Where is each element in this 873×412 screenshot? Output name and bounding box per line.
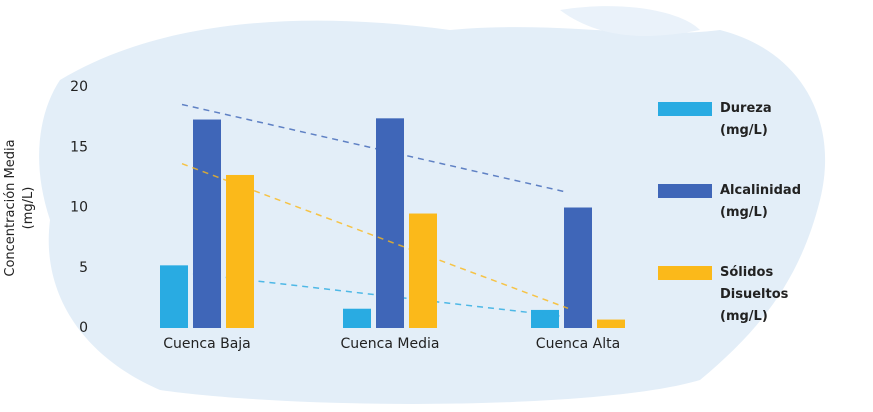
- y-tick-label: 15: [70, 139, 88, 155]
- trend-line: [181, 271, 569, 318]
- legend-label: Sólidos Disueltos (mg/L): [720, 265, 789, 324]
- y-tick-label: 20: [70, 79, 88, 95]
- y-tick-label: 5: [79, 260, 88, 276]
- legend-swatch: [658, 184, 712, 198]
- bar: [226, 174, 254, 328]
- bar: [160, 265, 188, 328]
- bar: [564, 207, 592, 328]
- y-axis-label: Concentración Media (mg/L): [3, 139, 36, 277]
- trend-line: [181, 163, 569, 310]
- bar: [193, 119, 221, 328]
- legend-item: Sólidos Disueltos (mg/L): [658, 262, 788, 328]
- bar: [409, 213, 437, 328]
- x-tick-label: Cuenca Alta: [536, 336, 620, 352]
- y-tick-label: 10: [70, 200, 88, 216]
- legend-swatch: [658, 102, 712, 116]
- legend-item: Dureza (mg/L): [658, 98, 788, 142]
- legend-item: Alcalinidad (mg/L): [658, 180, 802, 224]
- bar: [531, 309, 559, 328]
- bar: [343, 308, 371, 328]
- y-tick-label: 0: [79, 320, 88, 336]
- x-tick-label: Cuenca Baja: [163, 336, 251, 352]
- legend-swatch: [658, 266, 712, 280]
- legend-label: Dureza (mg/L): [720, 101, 772, 138]
- bar: [597, 319, 625, 328]
- legend-label: Alcalinidad (mg/L): [720, 183, 802, 220]
- x-tick-label: Cuenca Media: [341, 336, 440, 352]
